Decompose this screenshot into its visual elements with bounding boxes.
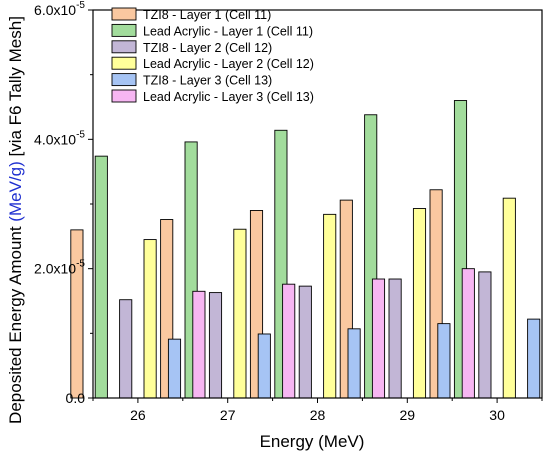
bar-series-5-cat-30 — [527, 318, 541, 399]
x-tick-label: 27 — [220, 407, 236, 423]
x-tick-label: 28 — [310, 407, 326, 423]
bar-series-3-cat-29 — [388, 278, 402, 399]
legend-label-5: TZI8 - Layer 3 (Cell 13) — [143, 74, 272, 88]
bar-series-6-cat-26 — [192, 290, 206, 399]
bar-series-3-cat-27 — [208, 292, 223, 399]
bar-series-2-cat-26 — [94, 155, 108, 399]
y-axis-label-suffix: [via F6 Tally Mesh] — [6, 16, 25, 161]
legend-label-2: Lead Acrylic - Layer 1 (Cell 11) — [143, 24, 313, 38]
y-axis-label: Deposited Energy Amount (MeV/g) [via F6 … — [6, 16, 25, 424]
legend-label-6: Lead Acrylic - Layer 3 (Cell 13) — [143, 90, 314, 104]
legend-swatch-5 — [111, 73, 137, 87]
bar-series-5-cat-26 — [167, 338, 182, 399]
legend-label-1: TZI8 - Layer 1 (Cell 11) — [143, 8, 271, 22]
legend-swatch-3 — [111, 40, 137, 54]
legend-swatch-1 — [111, 7, 137, 21]
x-tick-label: 29 — [400, 407, 416, 423]
y-tick-label: 0.0 — [66, 390, 86, 406]
legend-swatch-4 — [111, 56, 137, 70]
bar-series-3-cat-30 — [478, 271, 492, 399]
y-axis-label-prefix: Deposited Energy Amount — [6, 222, 25, 424]
bar-series-4-cat-30 — [502, 197, 516, 399]
bar-series-5-cat-29 — [437, 323, 451, 399]
legend-swatch-6 — [111, 89, 137, 103]
bar-series-5-cat-27 — [257, 333, 271, 399]
bar-series-6-cat-29 — [461, 268, 475, 399]
bar-series-3-cat-28 — [298, 285, 312, 399]
x-axis-label: Energy (MeV) — [260, 432, 365, 451]
legend-label-3: TZI8 - Layer 2 (Cell 12) — [143, 41, 272, 55]
y-axis-label-unit: (MeV/g) — [6, 161, 25, 221]
bar-series-6-cat-28 — [371, 278, 386, 399]
legend: TZI8 - Layer 1 (Cell 11) Lead Acrylic - L… — [111, 7, 314, 104]
bar-series-4-cat-29 — [412, 208, 427, 399]
y-tick-label: 6.0x10-5 — [34, 0, 85, 18]
legend-swatch-2 — [111, 23, 137, 37]
bar-series-4-cat-28 — [323, 213, 337, 399]
bar-series-5-cat-28 — [347, 328, 361, 399]
bars-layer — [70, 100, 541, 399]
bar-series-4-cat-27 — [233, 228, 247, 399]
legend-label-4: Lead Acrylic - Layer 2 (Cell 12) — [143, 57, 314, 71]
y-tick-label: 4.0x10-5 — [34, 129, 85, 147]
x-tick-label: 30 — [489, 407, 505, 423]
bar-series-6-cat-27 — [282, 283, 296, 399]
ticks-layer: 26 27 28 29 30 0.0 2.0x10-5 4.0x10-5 6.0x10-5 — [34, 0, 543, 423]
bar-series-3-cat-26 — [119, 299, 133, 399]
bar-series-4-cat-26 — [143, 239, 157, 399]
x-tick-label: 26 — [130, 407, 146, 423]
y-tick-label: 2.0x10-5 — [34, 259, 85, 277]
bar-series-1-cat-26 — [70, 229, 84, 399]
